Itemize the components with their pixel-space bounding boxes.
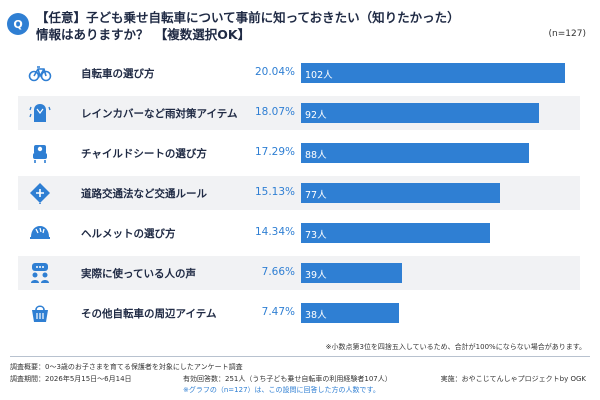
bar-row: レインカバーなど雨対策アイテム 18.07% 92人: [18, 96, 580, 130]
bar-row: 道路交通法など交通ルール 15.13% 77人: [18, 176, 580, 210]
category-label: チャイルドシートの選び方: [81, 148, 207, 160]
percent-label: 7.47%: [261, 306, 295, 318]
title-line-2: 情報はありますか？ 【複数選択OK】: [36, 27, 251, 42]
bar-row: 自転車の選び方 20.04% 102人: [18, 56, 580, 90]
bar: 88人: [301, 143, 529, 163]
count-label: 38人: [305, 310, 327, 321]
percent-label: 18.07%: [254, 106, 295, 118]
child-seat-icon: [28, 141, 52, 165]
count-label: 39人: [305, 270, 327, 281]
percent-label: 14.34%: [254, 226, 295, 238]
percent-label: 7.66%: [261, 266, 295, 278]
sample-size: (n=127): [548, 29, 586, 39]
count-label: 102人: [305, 70, 333, 81]
bar: 38人: [301, 303, 399, 323]
conducted-by: 実施：おやこじてんしゃプロジェクトby OGK: [440, 375, 586, 383]
traffic-sign-icon: [28, 181, 52, 205]
count-label: 77人: [305, 190, 327, 201]
percent-label: 15.13%: [254, 186, 295, 198]
graph-note: ※グラフの（n=127）は、この設問に回答した方の人数です。: [183, 386, 380, 394]
survey-overview: 調査概要：0〜3歳のお子さまを育てる保護者を対象にしたアンケート調査: [10, 363, 243, 371]
bar-row: チャイルドシートの選び方 17.29% 88人: [18, 136, 580, 170]
question-badge: Q: [7, 13, 29, 35]
category-label: レインカバーなど雨対策アイテム: [81, 108, 238, 120]
speech-people-icon: [28, 261, 52, 285]
survey-period: 調査期間：2026年5月15日〜6月14日: [10, 375, 132, 383]
percent-label: 20.04%: [254, 66, 295, 78]
bar-row: その他自転車の周辺アイテム 7.47% 38人: [18, 296, 580, 330]
category-label: 実際に使っている人の声: [81, 268, 196, 280]
category-label: 自転車の選び方: [81, 68, 155, 80]
percent-label: 17.29%: [254, 146, 295, 158]
category-label: 道路交通法など交通ルール: [81, 188, 207, 200]
bar: 73人: [301, 223, 490, 243]
basket-icon: [28, 301, 52, 325]
bar-row: ヘルメットの選び方 14.34% 73人: [18, 216, 580, 250]
bar: 77人: [301, 183, 500, 203]
count-label: 73人: [305, 230, 327, 241]
title-line-1: 【任意】子ども乗せ自転車について事前に知っておきたい（知りたかった）: [36, 10, 460, 25]
footer-divider: [10, 356, 590, 357]
count-label: 88人: [305, 150, 327, 161]
rounding-note: ※小数点第3位を四捨五入しているため、合計が100%にならない場合があります。: [325, 343, 586, 351]
bicycle-icon: [28, 61, 52, 85]
bar: 39人: [301, 263, 402, 283]
rain-gear-icon: [28, 101, 52, 125]
count-label: 92人: [305, 110, 327, 121]
chart-title: 【任意】子ども乗せ自転車について事前に知っておきたい（知りたかった） 情報はあり…: [36, 9, 516, 43]
category-label: その他自転車の周辺アイテム: [81, 308, 217, 320]
helmet-icon: [28, 221, 52, 245]
valid-responses: 有効回答数：251人（うち子ども乗せ自転車の利用経験者107人）: [183, 375, 392, 383]
category-label: ヘルメットの選び方: [81, 228, 176, 240]
bar: 92人: [301, 103, 539, 123]
bar-row: 実際に使っている人の声 7.66% 39人: [18, 256, 580, 290]
bar: 102人: [301, 63, 565, 83]
